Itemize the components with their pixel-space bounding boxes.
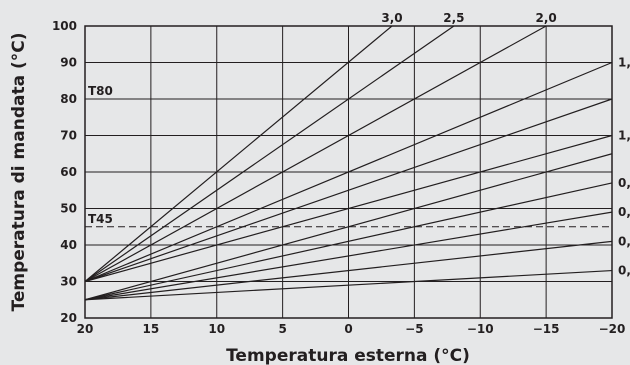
series-lines [84,25,613,301]
series-labels: 3,0 2,5 2,0 1, 1, 0, 0, 0, 0, [381,11,630,278]
plot-frame [84,25,613,319]
series-label: 1, [618,129,630,143]
series-line [84,153,613,301]
x-tick-label: −20 [599,322,626,336]
y-tick-label: 80 [60,92,77,106]
series-line [84,25,547,283]
series-line [84,25,393,282]
reference-line-label: T45 [88,212,113,226]
x-tick-label: −5 [405,322,423,336]
y-axis-title: Temperatura di mandata (°C) [9,32,29,311]
y-tick-label: 70 [60,129,77,143]
y-tick-label: 30 [60,275,77,289]
series-line [84,61,613,283]
x-tick-label: −15 [533,322,560,336]
reference-lines: T80 T45 [85,84,612,228]
reference-line-label: T80 [88,84,113,98]
y-tick-label: 50 [60,202,77,216]
series-label: 1, [618,56,630,70]
x-tick-labels: 20 15 10 5 0 −5 −10 −15 −20 [77,322,626,336]
y-tick-label: 20 [60,311,77,325]
series-line [84,182,613,301]
series-label: 0, [618,234,630,248]
x-tick-label: 15 [143,322,160,336]
x-tick-label: 10 [208,322,225,336]
series-label: 2,5 [443,11,464,25]
series-label: 0, [618,176,630,190]
series-line [84,240,613,301]
x-tick-label: 0 [344,322,352,336]
x-tick-label: 20 [77,322,94,336]
series-label: 3,0 [381,11,402,25]
series-label: 2,0 [535,11,556,25]
y-tick-label: 60 [60,165,77,179]
series-line [84,269,613,301]
y-tick-label: 90 [60,56,77,70]
series-line [84,211,613,301]
y-tick-label: 40 [60,238,77,252]
series-line [84,134,613,283]
series-line [84,98,613,283]
x-tick-label: 5 [278,322,286,336]
series-line [84,25,455,282]
x-axis-title: Temperatura esterna (°C) [226,346,470,365]
x-tick-label: −10 [467,322,494,336]
series-label: 0, [618,264,630,278]
y-tick-labels: 20 30 40 50 60 70 80 90 100 [52,19,77,325]
series-label: 0, [618,205,630,219]
y-tick-label: 100 [52,19,77,33]
